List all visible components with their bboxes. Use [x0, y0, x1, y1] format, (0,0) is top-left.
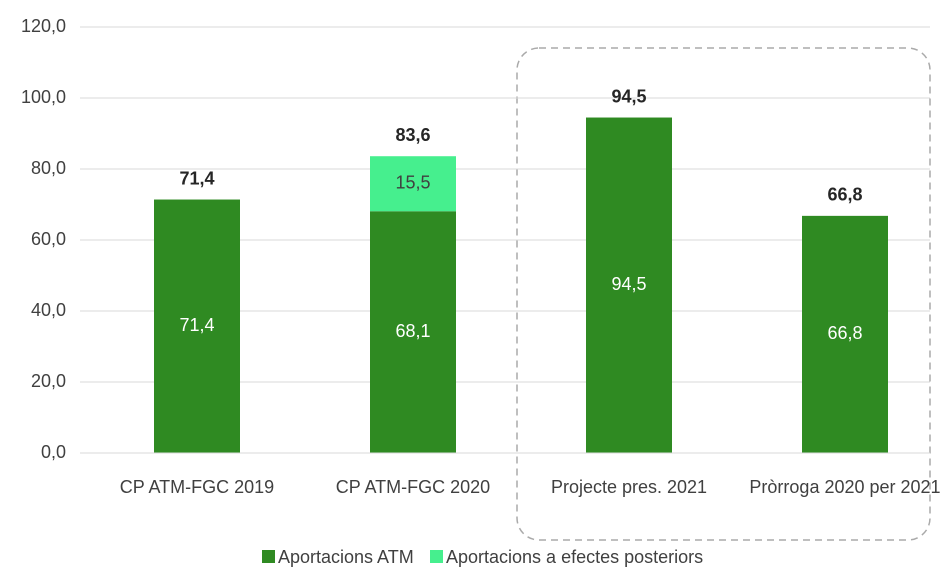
- y-tick-label: 0,0: [41, 442, 66, 462]
- x-tick-label: CP ATM-FGC 2019: [119, 477, 275, 497]
- y-tick-label: 40,0: [31, 300, 66, 320]
- value-label: 94,5: [611, 274, 646, 294]
- legend-swatch: [430, 550, 443, 563]
- legend-label: Aportacions a efectes posteriors: [446, 547, 703, 567]
- value-label: 66,8: [827, 323, 862, 343]
- value-label: 68,1: [395, 321, 430, 341]
- y-tick-label: 100,0: [21, 87, 66, 107]
- x-tick-label: Projecte pres. 2021: [550, 477, 708, 497]
- x-tick-label: CP ATM-FGC 2020: [335, 477, 491, 497]
- bar-segment: [370, 211, 456, 453]
- y-tick-label: 20,0: [31, 371, 66, 391]
- bar-segment: [586, 117, 672, 454]
- y-tick-label: 120,0: [21, 16, 66, 36]
- value-label: 71,4: [179, 315, 214, 335]
- total-label: 66,8: [827, 185, 862, 205]
- y-tick-label: 60,0: [31, 229, 66, 249]
- total-label: 71,4: [179, 168, 214, 188]
- legend-label: Aportacions ATM: [278, 547, 414, 567]
- total-label: 83,6: [395, 125, 430, 145]
- value-label: 15,5: [395, 172, 430, 192]
- bar-segment: [370, 156, 456, 212]
- y-tick-label: 80,0: [31, 158, 66, 178]
- x-tick-label: Pròrroga 2020 per 2021: [749, 477, 940, 497]
- legend-swatch: [262, 550, 275, 563]
- total-label: 94,5: [611, 86, 646, 106]
- highlight-box: [516, 47, 931, 541]
- bar-segment: [154, 199, 240, 453]
- bar-segment: [802, 215, 888, 453]
